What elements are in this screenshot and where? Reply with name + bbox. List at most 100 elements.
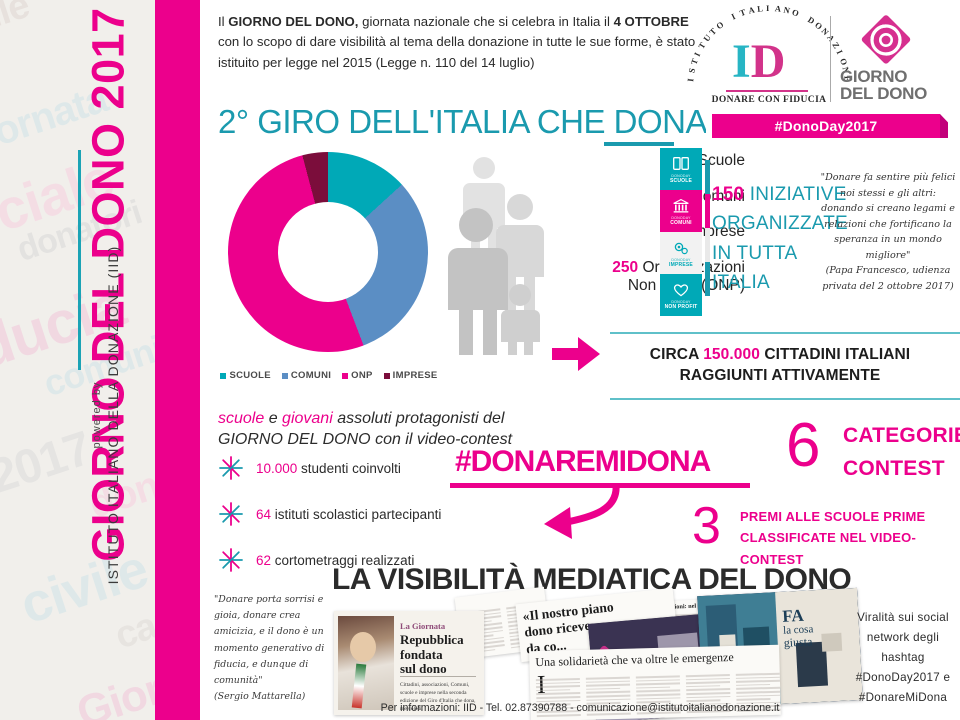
clipping-text-line <box>536 692 581 696</box>
powered-by-label: powered by <box>91 381 103 449</box>
legend-label: COMUNI <box>290 370 332 381</box>
legend-swatch <box>383 372 390 379</box>
donaremidona-hashtag: #DONAREMIDONA <box>455 445 711 478</box>
pink-accent-bar <box>155 0 200 720</box>
tv-caption-block: FA la cosa giusta <box>782 606 814 650</box>
bullet-number: 62 <box>256 552 272 568</box>
sg-rest: assoluti protagonisti del <box>332 410 505 427</box>
sg-line1: scuole e giovani assoluti protagonisti d… <box>218 408 518 429</box>
intro-segment-4: con lo scopo di dare visibilità al tema … <box>218 34 696 70</box>
press-clipping-repubblica: La Giornata Repubblica fondata sul dono … <box>334 611 484 715</box>
clipping-text-line <box>685 681 731 684</box>
footer-contact: Per informazioni: IID - Tel. 02.87390788… <box>380 702 780 714</box>
cittadini-suffix: CITTADINI ITALIANI <box>759 346 911 363</box>
iid-arc-char: A <box>747 4 756 16</box>
clipping-text-line <box>636 696 681 700</box>
clipping-text-line <box>736 698 771 701</box>
badge-name: NON PROFIT <box>664 303 698 310</box>
intro-segment-3: 4 OTTOBRE <box>613 14 689 29</box>
badge-name: SCUOLE <box>669 177 693 184</box>
iid-arc-char: I <box>729 11 738 22</box>
badge-column: DONODAY SCUOLE DONODAY COMUNI DONODAY IMPRESE… <box>660 148 702 316</box>
donut-hole <box>278 202 378 302</box>
section-heading-giro: 2° GIRO DELL'ITALIA CHE DONA <box>218 103 708 140</box>
left-sidebar: donocivilecaritàGiornataufficialedonator… <box>0 0 200 720</box>
bullet-label: cortometraggi realizzati <box>271 552 415 568</box>
legend-swatch <box>281 372 288 379</box>
clipping-text-line <box>536 685 581 688</box>
iid-arc-char: A <box>774 3 782 14</box>
vertical-rule <box>78 150 81 370</box>
asterisk-icon <box>218 455 244 481</box>
giorno-del-dono-wordmark: GIORNO DEL DONO <box>840 68 944 103</box>
iniz-bar-3 <box>705 228 710 262</box>
contest-six-labels: CATEGORIE CONTEST <box>843 420 960 485</box>
iid-arc-char: I <box>685 77 696 83</box>
clipping-text-line <box>636 686 671 689</box>
clipping-text-line <box>586 694 631 698</box>
bullet-item: 64 istituti scolastici partecipanti <box>218 501 518 527</box>
watermark-word: civile <box>0 0 35 52</box>
clipping-text-line <box>686 685 721 688</box>
asterisk-icon <box>218 547 244 573</box>
intro-segment-0: Il <box>218 14 229 29</box>
clipping-text-line <box>736 687 781 690</box>
people-silhouettes <box>440 155 560 366</box>
badge-name: IMPRESE <box>669 261 693 268</box>
clipping-a-headline-l2: fondata <box>400 646 443 662</box>
bullet-text: 62 cortometraggi realizzati <box>256 553 414 568</box>
iid-arc-char: L <box>756 3 764 14</box>
iid-tagline: DONARE CON FIDUCIA <box>711 95 827 105</box>
legend-item-comuni: COMUNI <box>281 370 332 381</box>
iniziative-word: INIZIATIVE <box>749 184 847 205</box>
pope-quote: "Donare fa sentire più felici noi stessi… <box>820 170 956 294</box>
viralita-text: Viralità sui social network degli hashta… <box>850 608 956 708</box>
visibility-title: LA VISIBILITÀ MEDIATICA DEL DONO <box>332 563 852 596</box>
heading-underline <box>604 142 674 146</box>
clipping-text-line <box>736 690 781 694</box>
clipping-text-line <box>636 689 681 693</box>
clipping-a-headline-l3: sul dono <box>400 661 447 677</box>
logo-divider <box>830 16 831 102</box>
iniziative-count: 150 <box>712 184 745 205</box>
mattarella-quote-text: "Donare porta sorrisi e gioia, donare cr… <box>214 594 325 686</box>
clipping-text-line <box>685 674 730 677</box>
main-content: Il GIORNO DEL DONO, giornata nazionale c… <box>200 0 960 720</box>
bullet-number: 64 <box>256 506 272 522</box>
clipping-text-line <box>686 692 731 695</box>
photo-face <box>350 632 376 662</box>
clipping-text-line <box>685 677 730 681</box>
building-icon <box>673 197 689 215</box>
book-icon <box>673 155 689 173</box>
iniziative-block: 150 INIZIATIVE ORGANIZZATE IN TUTTA ITAL… <box>712 180 848 298</box>
clipping-text-line <box>536 695 581 699</box>
contest-six-line2: CONTEST <box>843 456 945 480</box>
heart-icon <box>673 281 689 299</box>
mattarella-quote: "Donare porta sorrisi e gioia, donare cr… <box>214 592 332 705</box>
viralita-l5: #DonareMiDona <box>858 690 948 704</box>
clipping-text-line <box>735 676 780 679</box>
cittadini-rule-bottom <box>610 398 960 400</box>
badge-non-profit: DONODAY NON PROFIT <box>660 274 702 316</box>
gears-icon <box>673 239 689 257</box>
clipping-a-headline-l1: Repubblica <box>400 632 464 647</box>
ribbon-fold <box>940 114 948 138</box>
iid-letter-d: D <box>750 35 786 88</box>
clipping-text-line <box>735 679 781 683</box>
pink-arrow-icon <box>552 337 600 371</box>
bullet-item: 10.000 studenti coinvolti <box>218 455 518 481</box>
iid-arc-char: I <box>766 3 770 13</box>
hashtag-ribbon-label: #DonoDay2017 <box>774 118 878 134</box>
contest-three-line2: CLASSIFICATE NEL VIDEO-CONTEST <box>740 530 917 567</box>
chart-legend: SCUOLE COMUNI ONP IMPRESE <box>214 370 444 381</box>
bullet-number: 10.000 <box>256 460 298 476</box>
clipping-text-line <box>535 681 580 685</box>
cittadini-line2: RAGGIUNTI ATTIVAMENTE <box>679 366 881 384</box>
badge-brand: DONODAY <box>671 257 691 262</box>
clipping-a-kicker: La Giornata <box>400 621 446 631</box>
badge-name: COMUNI <box>670 219 692 226</box>
clipping-text-line <box>735 672 780 676</box>
clipping-a-divider <box>400 676 476 677</box>
clipping-text-line <box>586 687 621 691</box>
